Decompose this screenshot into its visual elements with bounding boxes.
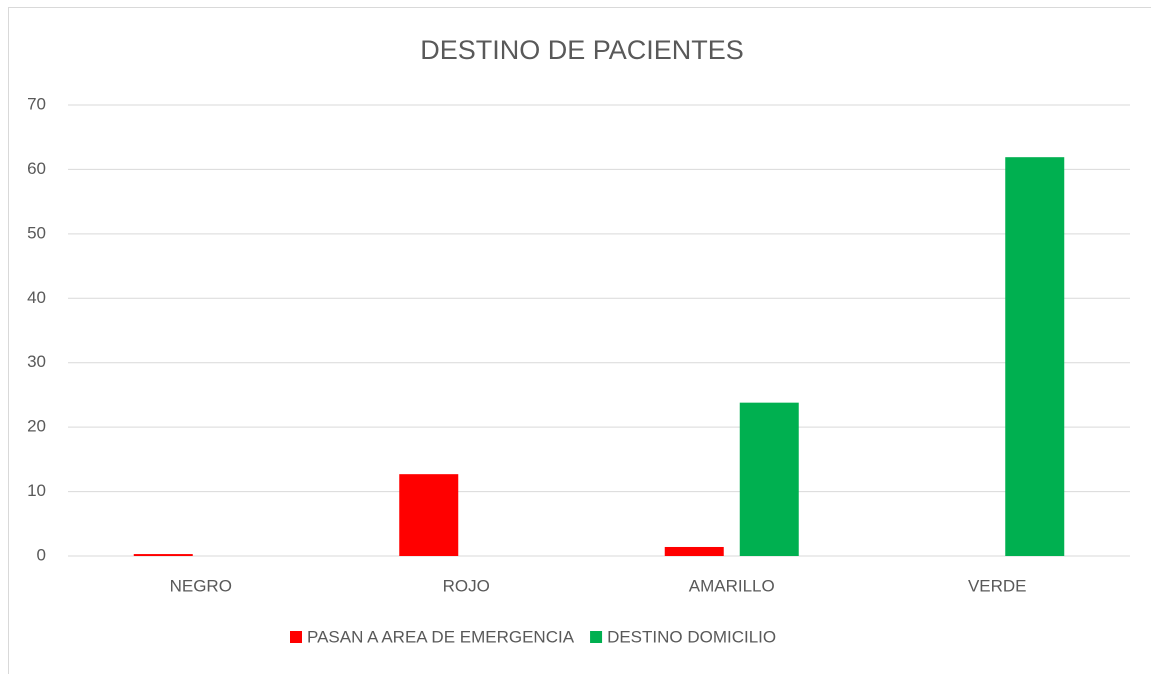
y-tick-label: 60 <box>27 159 46 178</box>
legend-label: DESTINO DOMICILIO <box>607 627 776 646</box>
bar <box>133 554 193 556</box>
x-tick-label: NEGRO <box>170 576 232 595</box>
bar <box>664 546 724 556</box>
y-tick-label: 40 <box>27 288 46 307</box>
chart-frame <box>8 7 1151 674</box>
bar <box>399 474 459 556</box>
x-tick-label: VERDE <box>968 576 1027 595</box>
x-tick-label: ROJO <box>443 576 490 595</box>
bar <box>1005 157 1065 557</box>
y-tick-label: 10 <box>27 481 46 500</box>
legend-swatch <box>590 631 603 643</box>
y-tick-label: 20 <box>27 417 46 436</box>
y-tick-label: 0 <box>37 545 46 564</box>
bar <box>739 402 799 556</box>
y-tick-label: 30 <box>27 352 46 371</box>
x-tick-label: AMARILLO <box>689 576 775 595</box>
y-tick-label: 50 <box>27 223 46 242</box>
y-tick-label: 70 <box>27 94 46 113</box>
legend-label: PASAN A AREA DE EMERGENCIA <box>307 627 575 646</box>
chart-title: DESTINO DE PACIENTES <box>420 35 744 65</box>
legend-swatch <box>290 631 302 643</box>
